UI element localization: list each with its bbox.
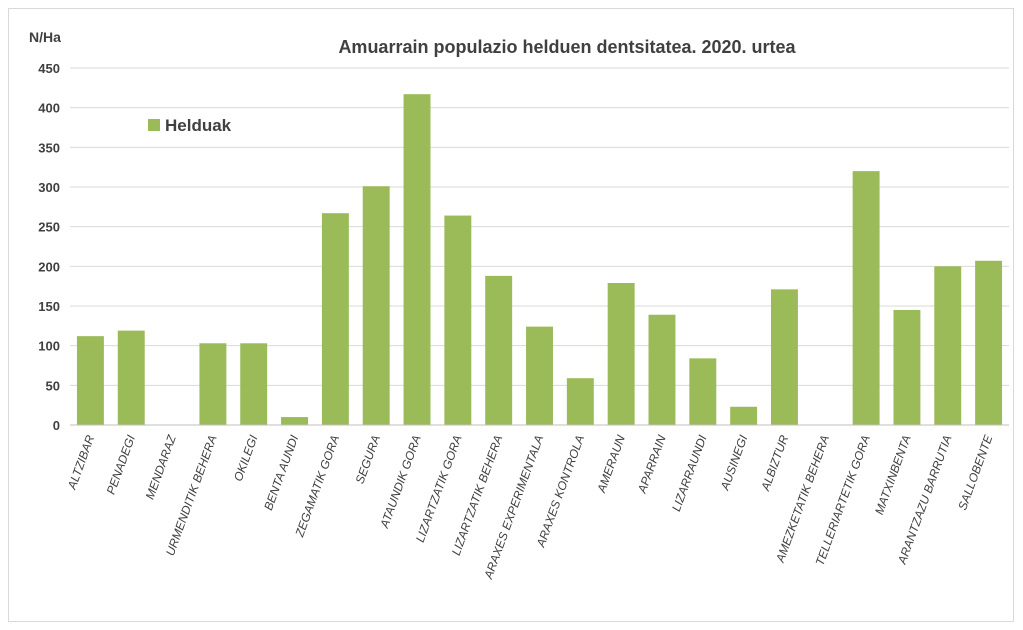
x-tick-label: LIZARRAUNDI: [669, 433, 710, 514]
chart-frame: Amuarrain populazio helduen dentsitatea.…: [8, 8, 1014, 622]
bar: [117, 330, 145, 425]
bar: [199, 343, 227, 425]
legend: Helduak: [148, 116, 232, 135]
x-tick-label: ATAUNDIK GORA: [377, 433, 424, 530]
x-tick-label: ALTZIBAR: [64, 433, 97, 492]
y-tick-label: 350: [38, 140, 60, 155]
bar: [852, 171, 880, 425]
x-tick-label: PENADEGI: [104, 433, 139, 497]
x-tick-label: AUSINEGI: [717, 433, 750, 493]
x-tick-label: OKILEGI: [231, 433, 261, 484]
bar: [362, 186, 390, 425]
bar: [893, 309, 921, 425]
x-tick-label: MENDARAZ: [143, 433, 179, 502]
chart-title: Amuarrain populazio helduen dentsitatea.…: [338, 37, 796, 57]
bar: [485, 275, 513, 425]
bar: [403, 94, 431, 426]
y-tick-label: 400: [38, 101, 60, 116]
y-tick-label: 300: [38, 180, 60, 195]
bar: [444, 215, 472, 425]
bar: [648, 314, 676, 425]
x-tick-label: SEGURA: [353, 433, 383, 485]
y-tick-label: 450: [38, 61, 60, 76]
bar: [770, 289, 798, 425]
x-tick-label: ALBIZTUR: [758, 433, 791, 494]
x-tick-label: LIZARTZATIK GORA: [413, 433, 465, 544]
x-tick-label: MATXINBENTA: [872, 433, 914, 516]
bar: [526, 326, 553, 425]
bar: [566, 378, 594, 425]
bar: [281, 417, 309, 425]
bar: [240, 343, 268, 425]
bar-chart: Amuarrain populazio helduen dentsitatea.…: [29, 29, 1009, 582]
x-tick-label: ZEGAMATIK GORA: [292, 433, 342, 539]
bar: [607, 282, 635, 425]
bar: [76, 336, 104, 425]
y-axis-label: N/Ha: [29, 29, 61, 45]
y-tick-label: 50: [46, 378, 60, 393]
bar: [730, 406, 758, 425]
legend-label: Helduak: [165, 116, 232, 135]
y-tick-label: 100: [38, 339, 60, 354]
bars: [76, 94, 1003, 426]
gridlines: [70, 67, 1009, 386]
x-tick-label: SALLOBENTE: [955, 432, 995, 512]
y-tick-label: 0: [53, 418, 60, 433]
bar: [934, 266, 962, 425]
x-tick-label: APARRAIN: [635, 433, 669, 496]
y-tick-label: 200: [38, 259, 60, 274]
y-tick-labels: 0 50 100 150 200 250 300 350 400 450: [38, 61, 60, 433]
y-tick-label: 150: [38, 299, 60, 314]
bar: [321, 213, 349, 425]
bar: [975, 260, 1003, 425]
legend-swatch: [148, 119, 160, 131]
y-tick-label: 250: [38, 220, 60, 235]
x-tick-label: AMERAUN: [594, 433, 628, 495]
x-tick-label: BENTA AUNDI: [261, 433, 301, 513]
bar: [689, 358, 717, 425]
